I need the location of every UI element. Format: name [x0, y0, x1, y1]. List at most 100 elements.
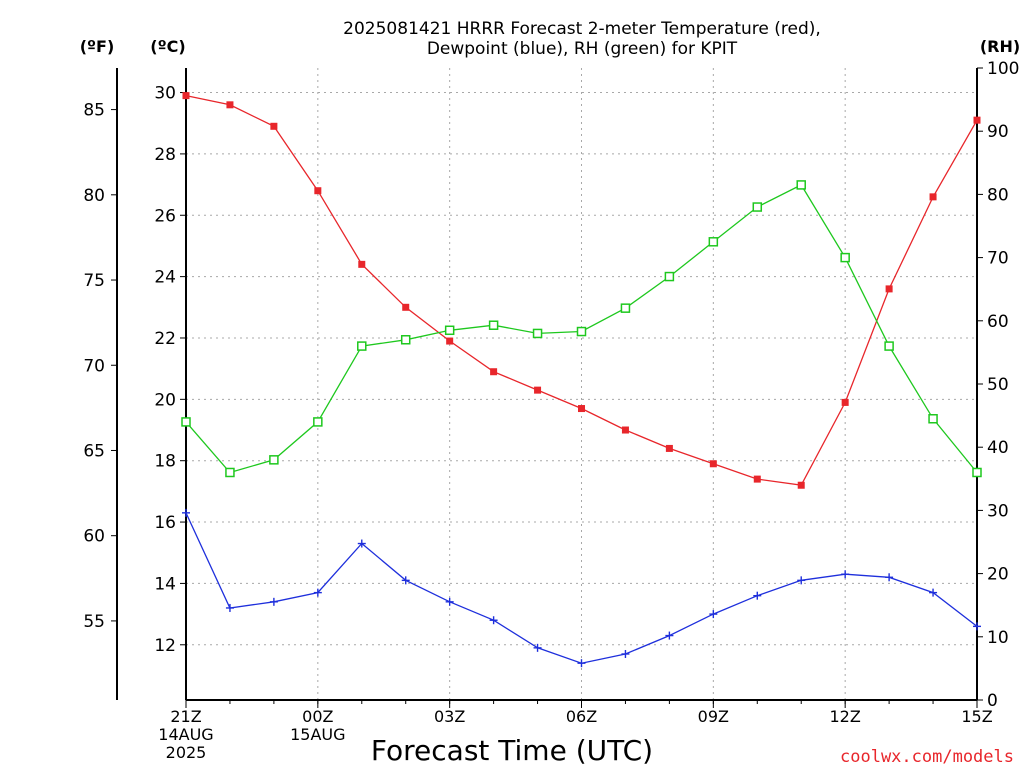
x-tick-label: 06Z [566, 707, 597, 726]
dewpoint-point [182, 508, 190, 517]
rh-point [357, 341, 367, 351]
rh-point [972, 467, 982, 478]
temperature-point [797, 481, 805, 489]
celsius-tick-label: 28 [154, 145, 176, 165]
celsius-tick-label: 20 [154, 390, 176, 410]
temperature-point [358, 260, 366, 268]
fahrenheit-tick-label: 65 [83, 441, 105, 461]
temperature-point [534, 386, 542, 394]
temperature-point [885, 285, 893, 293]
temperature-point [402, 303, 410, 311]
x-tick-label: 21Z [170, 707, 201, 726]
x-tick-label: 2025 [166, 743, 207, 762]
fahrenheit-tick-label: 75 [83, 271, 105, 291]
chart-title-line-1: 2025081421 HRRR Forecast 2-meter Tempera… [343, 19, 821, 39]
rh-point [884, 341, 894, 351]
rh-tick-label: 20 [987, 565, 1009, 585]
temperature-point [490, 368, 498, 376]
temperature-point [270, 122, 278, 130]
watermark-text: coolwx.com/models [840, 747, 1014, 767]
celsius-tick-label: 22 [154, 329, 176, 349]
rh-tick-label: 30 [987, 501, 1009, 521]
temperature-point [314, 187, 322, 195]
x-tick-label: 14AUG [158, 725, 213, 744]
celsius-tick-label: 12 [154, 636, 176, 656]
rh-point [269, 455, 279, 465]
dewpoint-point [973, 622, 981, 631]
rh-point [928, 414, 938, 424]
chart-title-line-2: Dewpoint (blue), RH (green) for KPIT [427, 39, 738, 59]
celsius-unit-label: (ºC) [150, 37, 185, 56]
celsius-tick-label: 14 [154, 574, 176, 594]
x-tick-label: 15Z [961, 707, 992, 726]
rh-point [620, 303, 631, 313]
dewpoint-point [841, 570, 850, 579]
dewpoint-point [401, 576, 410, 585]
series-line [185, 512, 978, 664]
rh-tick-label: 50 [987, 375, 1009, 395]
temperature-point [226, 101, 234, 109]
temperature-point [753, 475, 761, 483]
dewpoint-point [797, 576, 806, 585]
axes: 12 14 16 18 20 22 24 26 28 30 55 60 65 70 75 80 85 0 10 20 3… [83, 59, 1019, 762]
dewpoint-point [445, 597, 454, 606]
x-tick-label: 12Z [830, 707, 861, 726]
rh-point [181, 417, 191, 427]
celsius-tick-label: 26 [154, 206, 176, 226]
fahrenheit-tick-label: 55 [83, 612, 105, 632]
rh-tick-label: 90 [987, 122, 1009, 142]
dewpoint-point [885, 573, 894, 582]
temperature-point [621, 426, 629, 434]
celsius-tick-label: 30 [154, 84, 176, 104]
rh-point [708, 237, 719, 247]
rh-tick-label: 70 [987, 249, 1009, 269]
fahrenheit-tick-label: 80 [83, 186, 105, 206]
fahrenheit-unit-label: (ºF) [80, 37, 115, 56]
celsius-tick-label: 16 [154, 513, 176, 533]
x-tick-label: 09Z [698, 707, 729, 726]
dewpoint-point [621, 649, 630, 658]
rh-tick-label: 60 [987, 312, 1009, 332]
rh-point [444, 325, 455, 336]
celsius-tick-label: 18 [154, 452, 176, 472]
rh-point [400, 335, 411, 345]
rh-point [752, 202, 763, 212]
rh-point [488, 320, 499, 330]
rh-point [796, 180, 806, 190]
dewpoint-point [357, 539, 366, 548]
fahrenheit-tick-label: 85 [83, 101, 105, 121]
rh-tick-label: 0 [987, 691, 998, 711]
x-tick-label: 03Z [434, 707, 465, 726]
series-layer [181, 92, 982, 668]
grid-lines [186, 68, 977, 700]
dewpoint-point [577, 659, 586, 668]
rh-point [532, 328, 543, 339]
temperature-point [446, 337, 454, 345]
rh-unit-label: (RH) [980, 37, 1020, 56]
rh-point [664, 271, 675, 282]
dewpoint-point [665, 631, 674, 640]
dewpoint-point [753, 591, 762, 600]
dewpoint-point [929, 588, 938, 597]
temperature-point [929, 193, 937, 201]
temperature-point [841, 398, 849, 406]
temperature-point [709, 460, 717, 468]
x-axis-label: Forecast Time (UTC) [371, 734, 653, 767]
rh-tick-label: 80 [987, 185, 1009, 205]
fahrenheit-tick-label: 60 [83, 527, 105, 547]
rh-point [576, 326, 587, 337]
dewpoint-point [225, 603, 234, 612]
temperature-point [182, 92, 190, 100]
fahrenheit-tick-label: 70 [83, 356, 105, 376]
dewpoint-point [533, 643, 542, 652]
rh-tick-label: 100 [987, 59, 1019, 79]
temperature-point [578, 405, 585, 413]
dewpoint-point [269, 597, 278, 606]
x-tick-label: 00Z [302, 707, 333, 726]
dewpoint-point [489, 616, 498, 625]
celsius-tick-label: 24 [154, 268, 176, 288]
rh-tick-label: 10 [987, 628, 1009, 648]
rh-point [225, 467, 235, 478]
dewpoint-point [313, 588, 322, 597]
